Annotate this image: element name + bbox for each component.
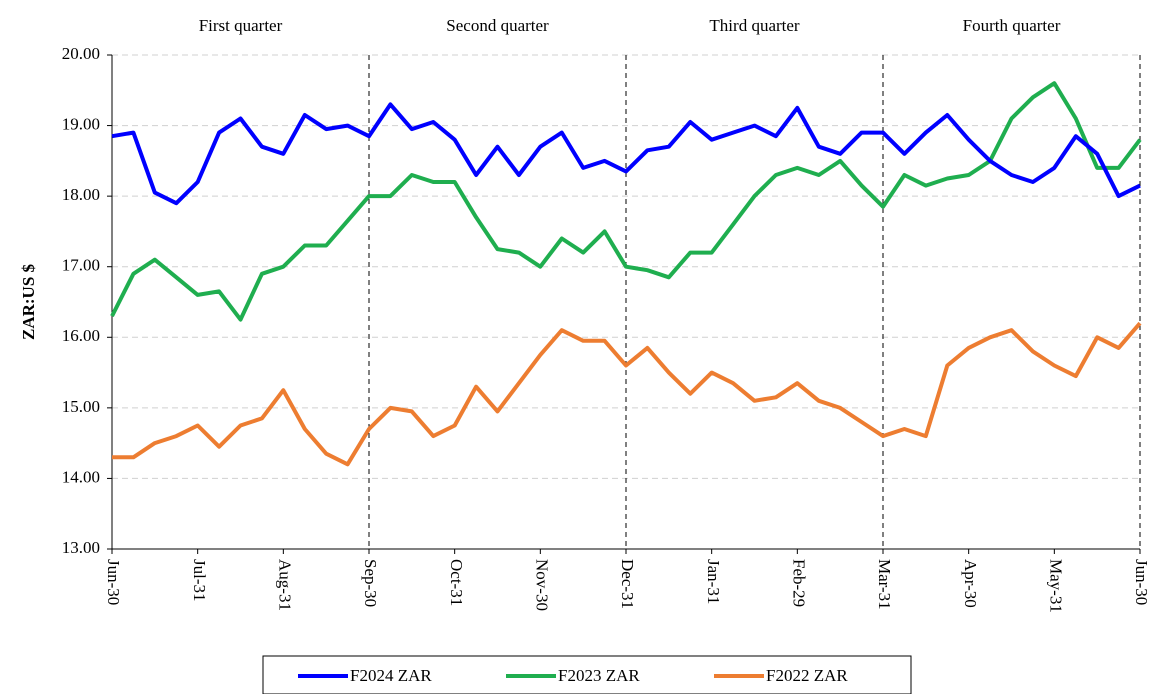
y-tick-label: 18.00	[62, 185, 100, 204]
series-line	[111, 102, 1141, 206]
series-line	[110, 81, 1142, 322]
legend-label: F2024 ZAR	[350, 666, 432, 685]
x-tick-label: Aug-31	[275, 559, 294, 611]
x-tick-label: Sep-30	[361, 559, 380, 607]
annotation: First quarter	[199, 16, 283, 35]
x-tick-label: Jun-30	[104, 559, 123, 605]
x-tick-label: Oct-31	[447, 559, 466, 606]
x-tick-label: Mar-31	[875, 559, 894, 610]
annotation: Second quarter	[446, 16, 549, 35]
x-tick-label: Nov-30	[532, 559, 551, 611]
y-tick-label: 14.00	[62, 467, 100, 486]
y-tick-label: 16.00	[62, 326, 100, 345]
y-tick-label: 15.00	[62, 397, 100, 416]
y-tick-label: 17.00	[62, 256, 100, 275]
x-tick-label: Jan-31	[704, 559, 723, 604]
x-tick-label: Apr-30	[961, 559, 980, 608]
x-tick-label: May-31	[1046, 559, 1065, 613]
x-tick-label: Jun-30	[1132, 559, 1149, 605]
series-line	[112, 321, 1142, 467]
legend-label: F2023 ZAR	[558, 666, 640, 685]
y-tick-label: 20.00	[62, 44, 100, 63]
legend-box	[262, 655, 912, 694]
y-axis-label: ZAR:US $	[19, 263, 38, 340]
y-tick-label: 13.00	[62, 538, 100, 557]
legend-label: F2022 ZAR	[766, 666, 848, 685]
x-tick-label: Dec-31	[618, 559, 637, 609]
annotation: Third quarter	[709, 16, 799, 35]
y-tick-label: 19.00	[62, 114, 100, 133]
x-tick-label: Jul-31	[190, 559, 209, 602]
annotation: Fourth quarter	[963, 16, 1061, 35]
x-tick-label: Feb-29	[789, 559, 808, 607]
